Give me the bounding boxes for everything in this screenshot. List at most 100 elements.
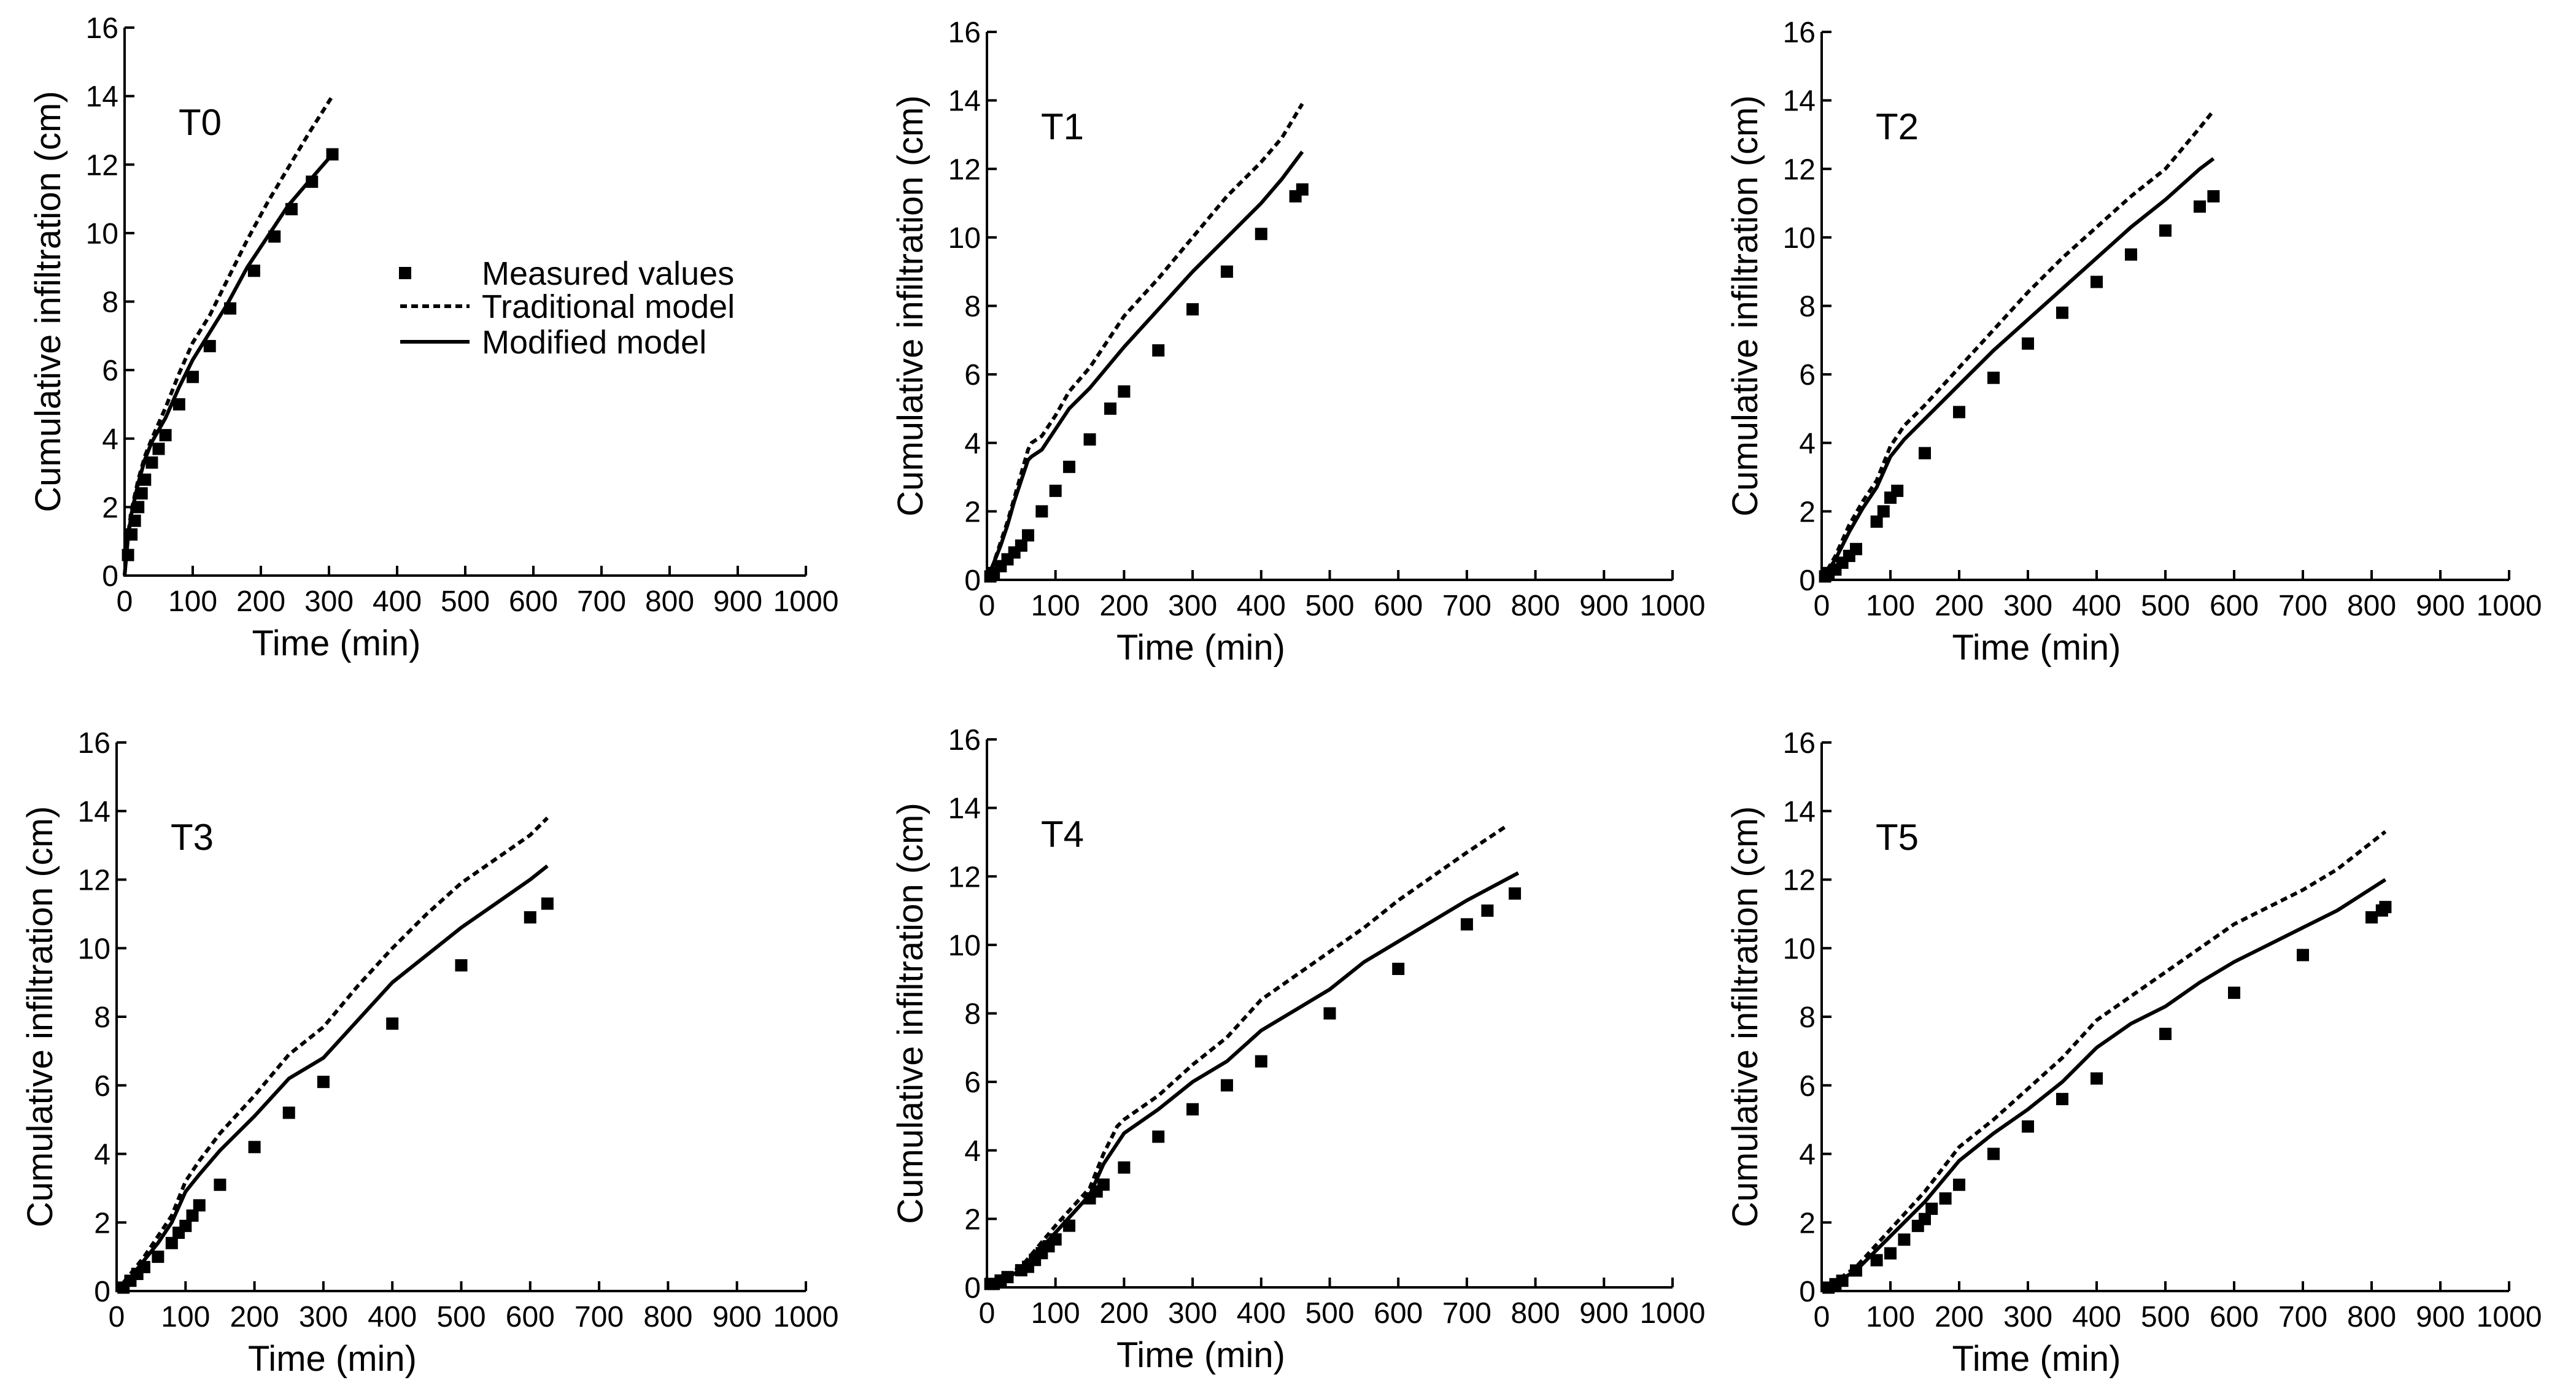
y-tick-label: 4 xyxy=(1799,428,1816,460)
y-tick-label: 12 xyxy=(78,865,110,897)
y-tick-label: 14 xyxy=(86,81,118,114)
x-tick-label: 600 xyxy=(506,1301,555,1333)
legend-label-measured: Measured values xyxy=(482,255,734,292)
x-axis-title: Time (min) xyxy=(1952,1339,2121,1379)
y-axis-title: Cumulative infiltration (cm) xyxy=(891,803,930,1224)
y-tick-label: 2 xyxy=(94,1207,110,1240)
x-tick-label: 100 xyxy=(1866,1301,1915,1333)
panel-label: T4 xyxy=(1041,814,1084,855)
x-tick-label: 600 xyxy=(2210,1301,2259,1333)
x-tick-label: 600 xyxy=(1374,1297,1423,1330)
x-tick-label: 900 xyxy=(2416,1301,2465,1333)
measured-point xyxy=(2379,901,2392,914)
panel-t0: 0 100 200 300 400 500 600 700 800 900 1000 0 2 4 6 8 10 1… xyxy=(28,12,838,663)
traditional-model-line xyxy=(115,816,549,1292)
x-tick-label: 700 xyxy=(1442,590,1491,622)
y-tick-label: 4 xyxy=(102,423,118,456)
y-tick-label: 0 xyxy=(102,560,118,593)
y-tick-label: 8 xyxy=(964,998,981,1031)
measured-point xyxy=(1220,1079,1233,1092)
x-tick-label: 0 xyxy=(1814,1301,1830,1333)
measured-point xyxy=(2091,1072,2103,1085)
x-tick-label: 700 xyxy=(1442,1297,1491,1330)
y-tick-label: 16 xyxy=(948,17,981,49)
measured-point xyxy=(186,1209,199,1222)
measured-point xyxy=(1884,1247,1897,1260)
y-tick-label: 2 xyxy=(1799,496,1816,528)
measured-point xyxy=(524,911,536,923)
measured-point xyxy=(1898,1233,1911,1246)
y-tick-label: 6 xyxy=(1799,359,1816,391)
measured-point xyxy=(2207,190,2220,202)
traditional-model-line xyxy=(1820,830,2387,1293)
y-tick-label: 4 xyxy=(964,1135,981,1168)
y-tick-label: 2 xyxy=(964,1203,981,1236)
x-tick-label: 800 xyxy=(1511,590,1560,622)
y-tick-label: 12 xyxy=(948,153,981,186)
modified-model-line xyxy=(985,150,1304,581)
y-tick-label: 2 xyxy=(102,492,118,524)
modified-model-line xyxy=(1820,877,2387,1293)
y-tick-label: 10 xyxy=(86,218,118,250)
x-tick-label: 0 xyxy=(109,1301,125,1333)
y-tick-label: 14 xyxy=(948,793,981,825)
measured-point xyxy=(1987,371,2000,384)
measured-point xyxy=(1083,433,1096,446)
x-tick-label: 100 xyxy=(1866,590,1915,622)
measured-point xyxy=(2297,949,2309,962)
x-tick-label: 0 xyxy=(1814,590,1830,622)
y-tick-label: 6 xyxy=(1799,1070,1816,1103)
axes xyxy=(1820,32,2509,581)
legend-label-modified: Modified model xyxy=(482,324,706,361)
x-axis-title: Time (min) xyxy=(252,623,421,663)
y-tick-label: 6 xyxy=(94,1070,110,1103)
traditional-model-line xyxy=(985,102,1304,581)
y-tick-label: 8 xyxy=(102,287,118,319)
panel-t1: 0 100 200 300 400 500 600 700 800 900 1000 0 2 4 6 8 10 1… xyxy=(891,17,1705,668)
x-tick-label: 700 xyxy=(2278,590,2327,622)
x-tick-label: 900 xyxy=(713,1301,762,1333)
measured-point xyxy=(1877,505,1890,518)
y-tick-label: 10 xyxy=(948,222,981,255)
y-tick-label: 0 xyxy=(964,565,981,597)
y-tick-label: 0 xyxy=(964,1272,981,1305)
measured-point xyxy=(2159,1027,2172,1040)
measured-point xyxy=(1296,183,1309,196)
x-tick-label: 100 xyxy=(1031,590,1080,622)
measured-point xyxy=(1481,904,1494,917)
measured-point xyxy=(2125,248,2137,261)
legend-marker-measured xyxy=(399,267,411,279)
y-tick-label: 0 xyxy=(1799,565,1816,597)
x-tick-label: 500 xyxy=(2141,1301,2190,1333)
measured-point xyxy=(1392,962,1405,975)
y-tick-label: 8 xyxy=(1799,291,1816,323)
y-tick-label: 16 xyxy=(78,727,110,760)
y-axis-title: Cumulative infiltration (cm) xyxy=(1725,95,1765,517)
y-tick-label: 10 xyxy=(78,933,110,965)
x-tick-label: 500 xyxy=(2141,590,2190,622)
x-tick-label: 600 xyxy=(2210,590,2259,622)
y-axis-title: Cumulative infiltration (cm) xyxy=(20,806,60,1228)
y-tick-label: 14 xyxy=(1783,796,1816,828)
x-tick-label: 400 xyxy=(368,1301,417,1333)
measured-point xyxy=(248,1141,261,1154)
y-tick-label: 2 xyxy=(1799,1207,1816,1240)
axes xyxy=(1820,742,2509,1292)
modified-model-line xyxy=(1820,157,2215,581)
x-tick-label: 300 xyxy=(2003,1301,2052,1333)
x-tick-label: 500 xyxy=(436,1301,485,1333)
measured-point xyxy=(455,959,468,972)
panel-label: T5 xyxy=(1876,817,1919,858)
x-tick-label: 300 xyxy=(2003,590,2052,622)
y-tick-label: 16 xyxy=(86,12,118,45)
measured-point xyxy=(1919,447,1931,460)
measured-point xyxy=(1220,265,1233,278)
measured-point xyxy=(1891,484,1904,497)
panel-label: T0 xyxy=(179,102,222,143)
measured-point xyxy=(1186,303,1199,316)
measured-point xyxy=(1118,385,1131,398)
x-tick-label: 700 xyxy=(577,585,626,618)
measured-point xyxy=(1323,1007,1336,1020)
x-tick-label: 400 xyxy=(2072,590,2121,622)
